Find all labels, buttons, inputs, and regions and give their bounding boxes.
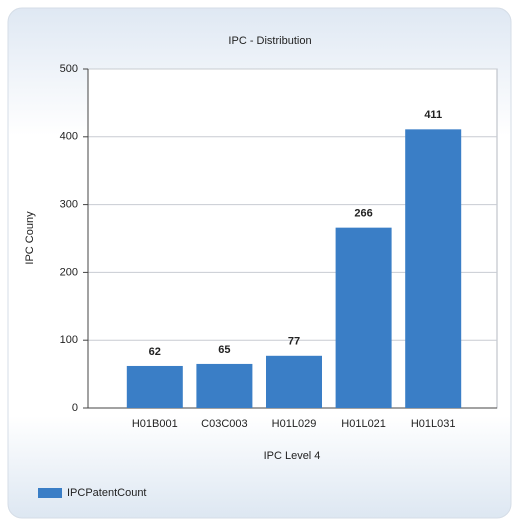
- y-tick-label: 400: [60, 131, 78, 143]
- x-tick-label: H01L031: [411, 418, 456, 430]
- x-axis-label: IPC Level 4: [264, 450, 321, 462]
- y-tick-label: 500: [60, 63, 78, 75]
- x-tick-label: C03C003: [201, 418, 247, 430]
- y-tick-label: 0: [72, 402, 78, 414]
- chart-title: IPC - Distribution: [228, 35, 311, 47]
- legend-swatch: [38, 488, 62, 498]
- data-label: 62: [149, 346, 161, 358]
- y-axis-label: IPC Couny: [24, 211, 36, 265]
- bar: [266, 355, 322, 408]
- bar: [335, 227, 392, 408]
- y-tick-label: 200: [60, 266, 78, 278]
- data-label: 77: [288, 336, 300, 348]
- x-tick-label: H01L021: [341, 418, 386, 430]
- y-tick-label: 100: [60, 334, 78, 346]
- data-label: 411: [424, 109, 442, 121]
- bar: [196, 363, 253, 408]
- y-tick-label: 300: [60, 199, 78, 211]
- bar: [405, 129, 462, 409]
- legend-label: IPCPatentCount: [67, 487, 147, 499]
- data-label: 65: [218, 344, 230, 356]
- data-label: 266: [354, 208, 372, 220]
- bar: [126, 365, 183, 408]
- x-tick-label: H01B001: [132, 418, 178, 430]
- x-tick-label: H01L029: [272, 418, 317, 430]
